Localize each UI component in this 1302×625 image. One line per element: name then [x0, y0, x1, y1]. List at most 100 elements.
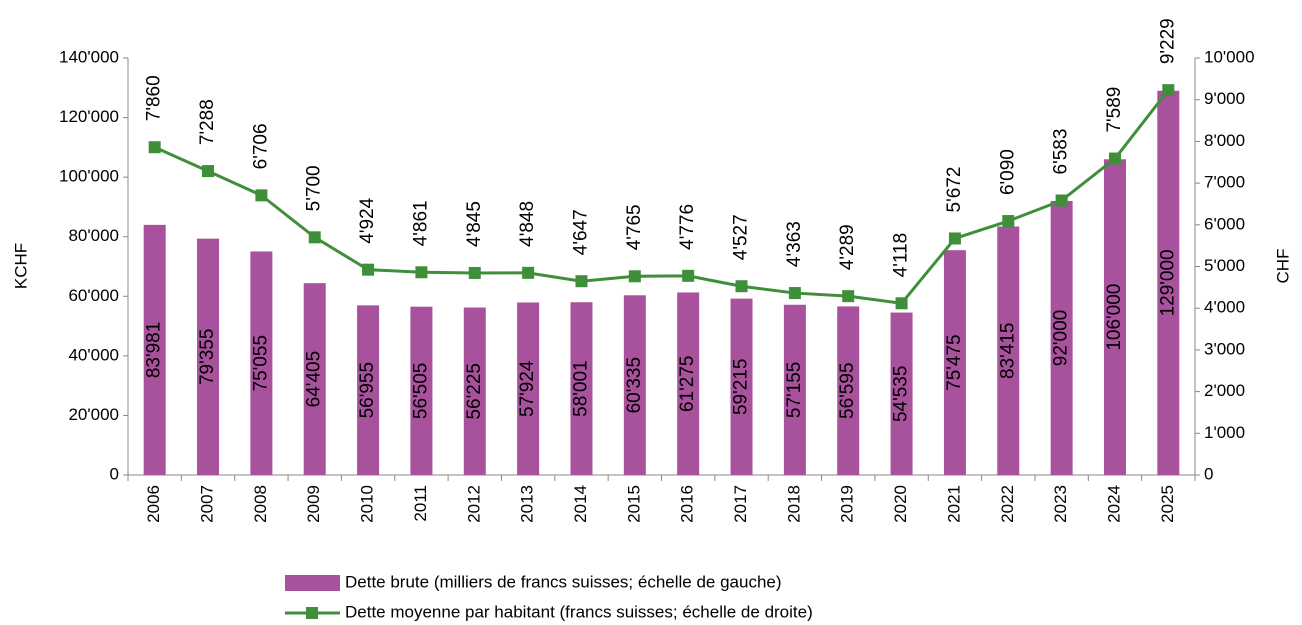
line-value-label: 4'848 [517, 201, 538, 247]
line-value-label: 4'845 [464, 201, 485, 247]
x-tick-label: 2011 [411, 485, 430, 522]
bar [463, 307, 486, 475]
bar-value-label: 56'505 [410, 363, 431, 419]
line-value-label: 5'700 [304, 165, 325, 211]
x-tick-label: 2016 [678, 485, 697, 523]
bar-value-label: 54'535 [891, 366, 912, 422]
legend-label: Dette brute (milliers de francs suisses;… [345, 572, 782, 591]
line-marker [255, 189, 268, 202]
line-value-label: 9'229 [1157, 18, 1178, 64]
line-value-label: 7'589 [1104, 87, 1125, 133]
line-marker [735, 280, 748, 293]
bar [357, 305, 380, 475]
line-marker [1162, 84, 1175, 97]
y2-tick-label: 6'000 [1204, 214, 1245, 233]
bar-value-label: 56'955 [357, 362, 378, 418]
bar [1050, 200, 1073, 475]
bar [570, 302, 593, 475]
line-value-label: 4'363 [784, 221, 805, 267]
line-marker [308, 231, 321, 244]
x-tick-label: 2010 [358, 485, 377, 523]
line-value-label: 4'924 [357, 197, 378, 243]
line-marker [895, 297, 908, 310]
line-marker [842, 290, 855, 303]
line-marker [628, 270, 641, 283]
legend-marker [306, 607, 318, 619]
x-tick-label: 2013 [518, 485, 537, 523]
line-value-label: 5'672 [944, 167, 965, 213]
x-tick-label: 2019 [838, 485, 857, 523]
x-tick-label: 2022 [998, 485, 1017, 523]
line-value-label: 7'860 [144, 75, 165, 121]
bar-value-label: 56'225 [464, 363, 485, 419]
line-marker [522, 266, 535, 279]
bar-value-label: 57'924 [517, 360, 538, 417]
bar [303, 283, 326, 475]
x-tick-label: 2017 [731, 485, 750, 523]
bar-value-label: 129'000 [1157, 249, 1178, 316]
line-value-label: 4'647 [570, 209, 591, 255]
x-tick-label: 2018 [784, 485, 803, 523]
bar [517, 302, 540, 475]
legend-label: Dette moyenne par habitant (francs suiss… [345, 602, 813, 621]
line [154, 89, 1170, 305]
line-value-label: 6'583 [1051, 129, 1072, 175]
y2-tick-label: 1'000 [1204, 423, 1245, 442]
bar-value-label: 57'155 [784, 362, 805, 418]
y-tick-label: 60'000 [68, 286, 119, 305]
x-tick-label: 2009 [304, 485, 323, 523]
x-tick-label: 2007 [198, 485, 217, 523]
y-tick-label: 0 [110, 464, 119, 483]
line-value-label: 4'861 [410, 200, 431, 246]
bar-value-label: 75'475 [944, 334, 965, 390]
x-tick-label: 2012 [464, 485, 483, 523]
line-value-label: 6'706 [250, 123, 271, 169]
y2-tick-label: 4'000 [1204, 298, 1245, 317]
x-tick-label: 2020 [891, 485, 910, 523]
y-tick-label: 40'000 [68, 345, 119, 364]
y2-tick-label: 9'000 [1204, 89, 1245, 108]
bar-value-label: 83'415 [997, 323, 1018, 379]
bar-value-label: 61'275 [677, 356, 698, 412]
line-marker [415, 266, 428, 279]
bar-value-label: 59'215 [731, 359, 752, 415]
line-value-label: 4'765 [624, 204, 645, 250]
bar-value-label: 79'355 [197, 329, 218, 385]
line-value-label: 4'776 [677, 204, 698, 250]
bar [250, 251, 273, 475]
y2-tick-label: 10'000 [1204, 47, 1255, 66]
x-tick-label: 2015 [624, 485, 643, 523]
x-tick-label: 2014 [571, 485, 590, 523]
line-marker [948, 232, 961, 245]
bar [837, 306, 860, 475]
bar-value-label: 75'055 [250, 335, 271, 391]
line-value-label: 6'090 [997, 149, 1018, 195]
line-value-label: 7'288 [197, 99, 218, 145]
bar-value-label: 60'335 [624, 357, 645, 413]
bar [1103, 159, 1126, 475]
bar [143, 224, 166, 475]
x-tick-label: 2008 [251, 485, 270, 523]
x-tick-label: 2025 [1158, 485, 1177, 523]
line-marker [468, 266, 481, 279]
bar [677, 292, 700, 475]
x-tick-label: 2023 [1051, 485, 1070, 523]
y-tick-label: 80'000 [68, 226, 119, 245]
line-marker [1002, 215, 1015, 228]
y-axis-label: KCHF [11, 243, 30, 289]
line-marker [575, 275, 588, 288]
bar [890, 312, 913, 475]
bar-value-label: 56'595 [837, 362, 858, 418]
y-tick-label: 20'000 [68, 405, 119, 424]
bar-value-label: 64'405 [304, 351, 325, 407]
line-value-label: 4'527 [731, 214, 752, 260]
line-marker [148, 141, 161, 154]
x-tick-label: 2021 [944, 485, 963, 523]
y2-tick-label: 2'000 [1204, 381, 1245, 400]
y2-tick-label: 8'000 [1204, 131, 1245, 150]
line-marker [202, 165, 215, 178]
line-value-label: 4'289 [837, 224, 858, 270]
line-marker [362, 263, 375, 276]
y-tick-label: 120'000 [59, 107, 119, 126]
line-marker [1055, 194, 1068, 207]
